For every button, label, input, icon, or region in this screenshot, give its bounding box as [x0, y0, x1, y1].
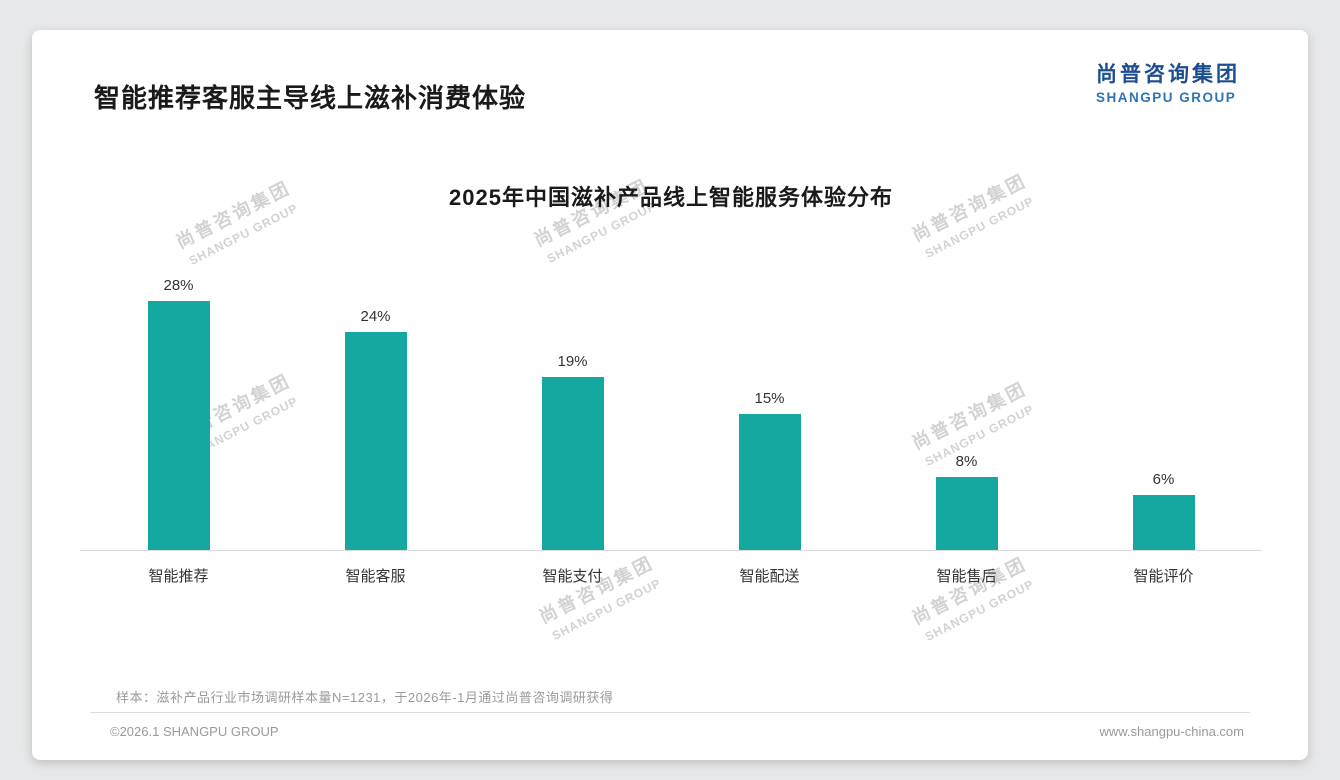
bar-column: 19% — [474, 277, 671, 550]
chart-title: 2025年中国滋补产品线上智能服务体验分布 — [449, 185, 893, 210]
bar-value-label: 6% — [1152, 471, 1175, 489]
page-title: 智能推荐客服主导线上滋补消费体验 — [94, 83, 527, 113]
company-logo: 尚普咨询集团 SHANGPU GROUP — [1096, 58, 1240, 105]
category-label: 智能支付 — [542, 568, 603, 585]
bar — [1132, 495, 1195, 550]
bar-value-label: 8% — [955, 453, 978, 471]
footer-divider — [90, 712, 1250, 713]
bar — [147, 301, 210, 550]
watermark: 尚普咨询集团 SHANGPU GROUP — [888, 157, 1059, 272]
slide-card: 尚普咨询集团 SHANGPU GROUP 尚普咨询集团 SHANGPU GROU… — [32, 30, 1308, 760]
bar — [935, 477, 998, 550]
bar-column: 8% — [868, 277, 1065, 550]
bar-column: 15% — [671, 277, 868, 550]
category-label: 智能配送 — [739, 568, 800, 585]
category-label: 智能客服 — [345, 568, 406, 585]
bar — [344, 331, 407, 550]
sample-footnote: 样本：滋补产品行业市场调研样本量N=1231，于2026年-1月通过尚普咨询调研… — [116, 690, 614, 705]
watermark-cn: 尚普咨询集团 — [172, 177, 295, 253]
footer-copyright: ©2026.1 SHANGPU GROUP — [110, 724, 279, 739]
watermark-cn: 尚普咨询集团 — [535, 552, 658, 628]
bar-value-label: 28% — [163, 277, 194, 294]
category-label: 智能推荐 — [148, 568, 209, 585]
bar-chart: 28% 24% 19% 15% 8% 6% — [80, 277, 1262, 551]
category-label: 智能评价 — [1133, 568, 1194, 585]
footer-website: www.shangpu-china.com — [1099, 724, 1244, 739]
watermark: 尚普咨询集团 SHANGPU GROUP — [888, 540, 1059, 655]
bar-column: 24% — [277, 277, 474, 550]
bar — [541, 377, 604, 550]
x-axis-labels: 智能推荐 智能客服 智能支付 智能配送 智能售后 智能评价 — [80, 565, 1262, 586]
category-label: 智能售后 — [936, 568, 997, 585]
bar-value-label: 24% — [360, 307, 391, 325]
watermark: 尚普咨询集团 SHANGPU GROUP — [515, 539, 686, 654]
bar-value-label: 15% — [754, 389, 785, 407]
watermark-cn: 尚普咨询集团 — [908, 553, 1031, 629]
company-logo-cn: 尚普咨询集团 — [1096, 63, 1240, 86]
bar-column: 6% — [1065, 277, 1262, 550]
bar-column: 28% — [80, 277, 277, 550]
company-logo-en: SHANGPU GROUP — [1096, 90, 1237, 105]
bar-value-label: 19% — [557, 353, 588, 371]
bar — [738, 413, 801, 550]
